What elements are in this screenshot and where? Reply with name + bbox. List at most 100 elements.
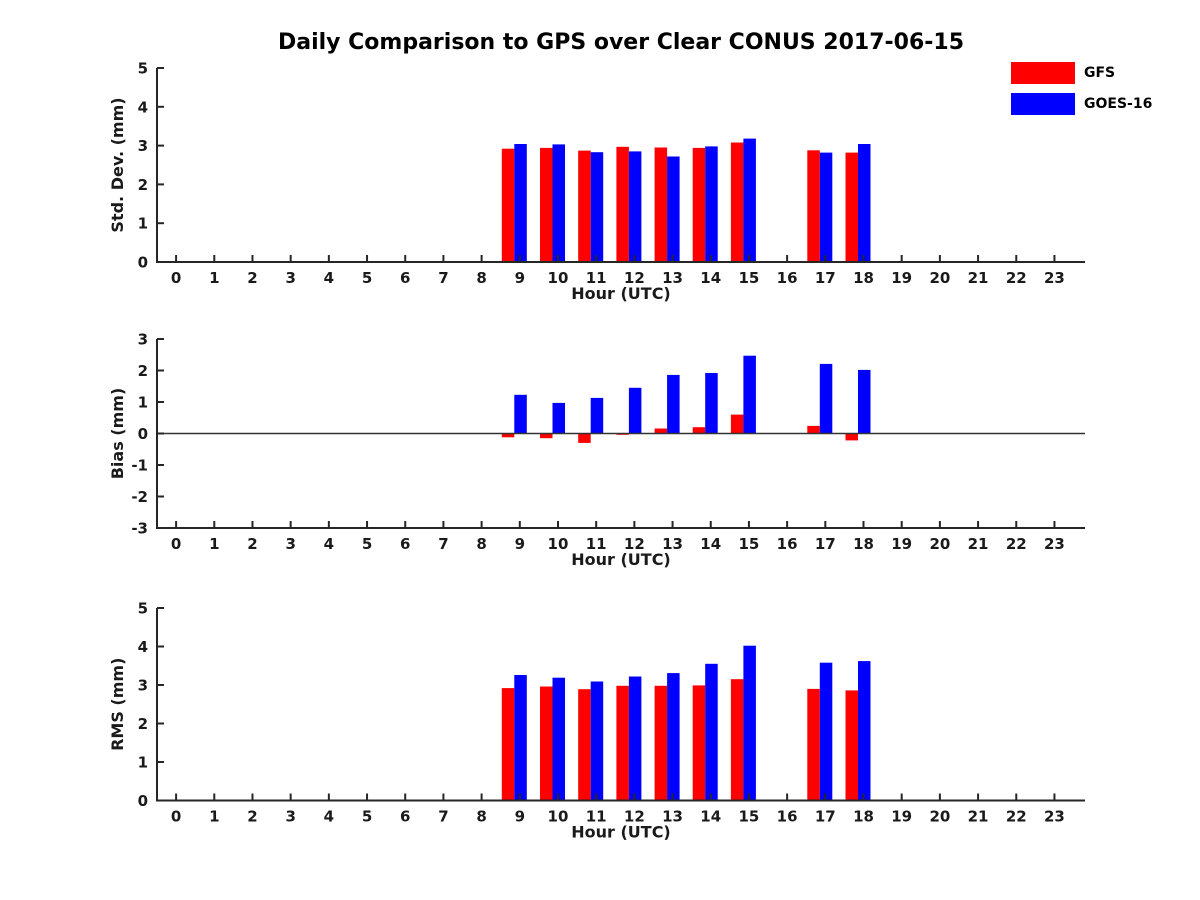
x-tick-label: 18: [853, 535, 874, 553]
bar-gfs-h10: [540, 147, 553, 262]
y-tick-label: 4: [138, 98, 148, 116]
bar-gfs-h11: [578, 433, 591, 443]
y-tick-label: 5: [138, 60, 148, 78]
legend-label-gfs: GFS: [1084, 65, 1116, 81]
x-tick-label: 11: [586, 808, 607, 826]
bar-goes-16-h13: [667, 156, 680, 262]
bar-gfs-h13: [654, 147, 668, 262]
x-tick-label: 4: [324, 269, 334, 287]
x-tick-label: 20: [929, 808, 950, 826]
x-axis-label: Hour (UTC): [571, 550, 671, 569]
legend: GFS GOES-16: [1011, 62, 1196, 124]
legend-item-gfs: GFS: [1011, 62, 1196, 84]
bar-gfs-h10: [540, 686, 553, 801]
bar-goes-16-h14: [705, 146, 718, 262]
y-tick-label: 0: [138, 792, 148, 810]
bar-goes-16-h11: [590, 681, 604, 801]
bar-goes-16-h18: [858, 144, 871, 262]
y-tick-label: 1: [138, 754, 148, 772]
y-tick-label: 3: [138, 137, 148, 155]
bar-goes-16-h12: [628, 151, 642, 262]
bar-gfs-h14: [692, 427, 706, 434]
x-tick-label: 0: [171, 269, 181, 287]
x-tick-label: 16: [777, 269, 798, 287]
y-tick-label: 2: [138, 715, 148, 733]
bar-goes-16-h10: [552, 144, 565, 262]
bar-gfs-h12: [616, 146, 629, 262]
x-tick-label: 12: [624, 808, 645, 826]
x-tick-label: 6: [400, 808, 410, 826]
x-tick-label: 0: [171, 808, 181, 826]
x-tick-label: 15: [738, 535, 759, 553]
x-tick-label: 2: [247, 808, 257, 826]
y-tick-label: 1: [138, 215, 148, 233]
y-axis-label: Bias (mm): [108, 388, 127, 480]
bar-goes-16-h9: [514, 394, 527, 434]
bar-goes-16-h12: [628, 387, 642, 434]
x-tick-label: 2: [247, 535, 257, 553]
bar-goes-16-h9: [514, 144, 527, 262]
x-tick-label: 9: [515, 808, 525, 826]
x-axis-label: Hour (UTC): [571, 284, 671, 303]
x-tick-label: 13: [662, 808, 683, 826]
bar-gfs-h14: [692, 147, 706, 262]
x-tick-label: 21: [968, 269, 989, 287]
x-tick-label: 7: [438, 535, 448, 553]
bar-gfs-h13: [654, 428, 668, 434]
x-tick-label: 13: [662, 535, 683, 553]
y-tick-label: 3: [138, 331, 148, 349]
x-tick-label: 5: [362, 808, 372, 826]
x-tick-label: 23: [1044, 269, 1065, 287]
bar-goes-16-h13: [667, 374, 680, 434]
y-tick-label: 1: [138, 394, 148, 412]
bar-goes-16-h14: [705, 663, 718, 801]
bar-goes-16-h18: [858, 661, 871, 801]
bar-gfs-h13: [654, 685, 668, 801]
bar-goes-16-h15: [743, 355, 756, 434]
x-tick-label: 3: [285, 808, 295, 826]
x-tick-label: 19: [891, 269, 912, 287]
x-tick-label: 3: [285, 269, 295, 287]
x-tick-label: 18: [853, 269, 874, 287]
x-tick-label: 8: [476, 535, 486, 553]
x-tick-label: 9: [515, 535, 525, 553]
bar-goes-16-h12: [628, 676, 642, 801]
x-tick-label: 21: [968, 535, 989, 553]
y-tick-label: -2: [131, 488, 148, 506]
bar-gfs-h9: [501, 433, 515, 438]
x-tick-label: 8: [476, 808, 486, 826]
page-title: Daily Comparison to GPS over Clear CONUS…: [277, 30, 965, 55]
x-tick-label: 16: [777, 535, 798, 553]
bar-goes-16-h17: [819, 363, 833, 434]
bar-goes-16-h17: [819, 152, 833, 262]
gfs-swatch-icon: [1011, 62, 1075, 84]
x-tick-label: 20: [929, 535, 950, 553]
x-tick-label: 5: [362, 269, 372, 287]
x-tick-label: 15: [738, 269, 759, 287]
bar-gfs-h12: [616, 685, 629, 801]
x-tick-label: 4: [324, 535, 334, 553]
x-axis-label: Hour (UTC): [571, 823, 671, 842]
bar-gfs-h9: [501, 688, 515, 801]
bar-goes-16-h10: [552, 677, 565, 801]
y-tick-label: 4: [138, 638, 148, 656]
x-tick-label: 7: [438, 269, 448, 287]
x-tick-label: 14: [700, 808, 721, 826]
bar-goes-16-h14: [705, 373, 718, 434]
x-tick-label: 17: [815, 808, 836, 826]
x-tick-label: 23: [1044, 808, 1065, 826]
x-tick-label: 6: [400, 535, 410, 553]
x-tick-label: 16: [777, 808, 798, 826]
y-tick-label: -3: [131, 520, 148, 538]
bar-gfs-h17: [807, 688, 820, 801]
x-tick-label: 10: [548, 535, 569, 553]
x-tick-label: 15: [738, 808, 759, 826]
y-tick-label: 0: [138, 254, 148, 272]
y-tick-label: -1: [131, 457, 148, 475]
y-tick-label: 2: [138, 176, 148, 194]
x-tick-label: 14: [700, 269, 721, 287]
legend-label-goes16: GOES-16: [1084, 96, 1153, 112]
